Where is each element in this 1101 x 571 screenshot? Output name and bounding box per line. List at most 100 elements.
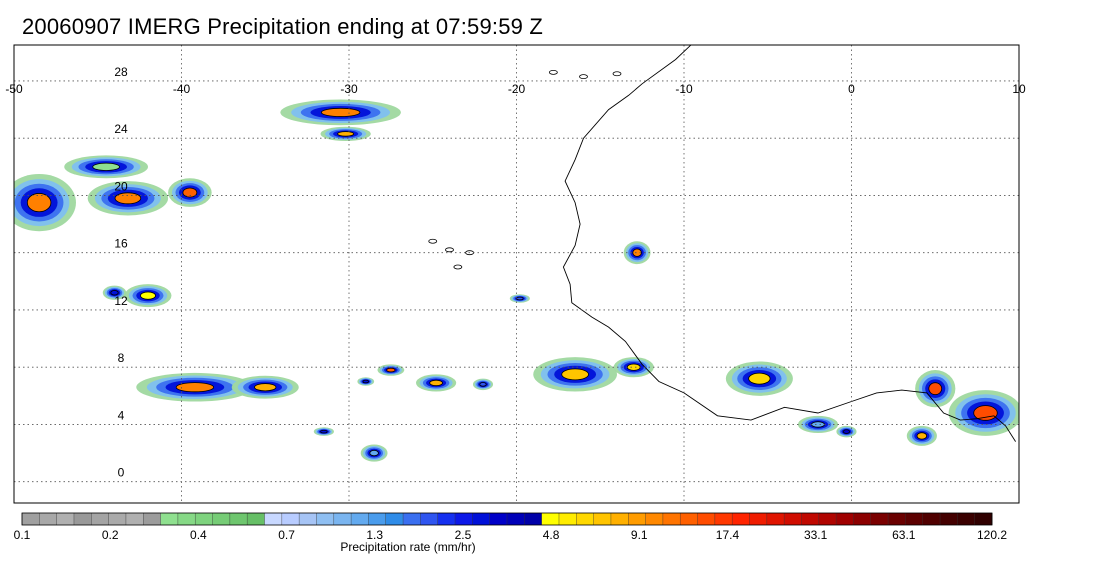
colorbar-swatch: [489, 513, 508, 525]
lat-tick-label: 0: [118, 466, 125, 480]
colorbar-swatch: [125, 513, 144, 525]
colorbar-swatch: [108, 513, 127, 525]
colorbar-swatch: [229, 513, 248, 525]
colorbar-swatch: [593, 513, 612, 525]
colorbar-tick-label: 4.8: [543, 528, 560, 542]
longitude-tick-labels: -50 -40 -30 -20 -10 0 10: [5, 82, 1026, 96]
colorbar-swatch: [299, 513, 317, 525]
colorbar-swatch: [576, 513, 594, 525]
colorbar-swatch: [870, 513, 889, 525]
colorbar-swatch: [195, 513, 213, 525]
colorbar-swatch: [680, 513, 698, 525]
colorbar-tick-label: 63.1: [892, 528, 916, 542]
precip-cell: [87, 181, 169, 216]
precip-cell: [623, 241, 651, 265]
colorbar-swatch: [957, 513, 975, 525]
colorbar-swatch: [143, 513, 161, 525]
colorbar-tick-label: 2.5: [455, 528, 472, 542]
colorbar-tick-label: 9.1: [631, 528, 648, 542]
colorbar-swatch: [732, 513, 750, 525]
colorbar-swatch: [610, 513, 629, 525]
colorbar-swatch: [645, 513, 664, 525]
colorbar-swatch: [697, 513, 716, 525]
precip-cell: [14, 173, 76, 232]
colorbar-tick-label: 0.2: [102, 528, 119, 542]
lat-tick-label: 24: [114, 122, 128, 136]
island-outline: [548, 69, 558, 75]
colorbar-swatch: [507, 513, 525, 525]
precip-cell: [836, 425, 857, 438]
colorbar-swatch: [940, 513, 958, 525]
lon-tick-label: -20: [508, 82, 526, 96]
lon-tick-label: -50: [5, 82, 23, 96]
colorbar-swatch: [524, 513, 542, 525]
colorbar-swatch: [784, 513, 802, 525]
precip-cell: [320, 126, 371, 142]
colorbar-swatch: [39, 513, 57, 525]
colorbar: 0.1 0.2 0.4 0.7 1.3 2.5 4.8 9.1 17.4 33.1 63.1 120.…: [14, 512, 1007, 554]
colorbar-swatch: [56, 513, 75, 525]
lon-tick-label: -30: [340, 82, 358, 96]
colorbar-swatch: [714, 513, 733, 525]
colorbar-swatch: [801, 513, 820, 525]
precip-cell: [948, 390, 1019, 436]
colorbar-tick-label: 120.2: [977, 528, 1007, 542]
precip-cell: [613, 357, 654, 378]
colorbar-swatch: [853, 513, 872, 525]
island-outline: [579, 74, 588, 80]
lat-tick-label: 16: [114, 237, 128, 251]
lat-lon-grid: [14, 45, 1019, 503]
lat-tick-label: 12: [114, 294, 128, 308]
colorbar-swatch: [922, 513, 941, 525]
colorbar-swatch: [558, 513, 577, 525]
colorbar-tick-label: 33.1: [804, 528, 828, 542]
colorbar-swatch: [818, 513, 837, 525]
lon-tick-label: 0: [848, 82, 855, 96]
precip-cell: [377, 364, 405, 376]
colorbar-tick-label: 1.3: [366, 528, 383, 542]
precip-cell: [313, 427, 334, 436]
colorbar-swatch: [766, 513, 785, 525]
page-title: 20060907 IMERG Precipitation ending at 0…: [22, 14, 544, 39]
africa-coastline: [562, 45, 1016, 442]
lat-tick-label: 4: [118, 408, 125, 422]
colorbar-swatch: [247, 513, 265, 525]
island-outline: [445, 247, 454, 253]
colorbar-tick-label: 0.4: [190, 528, 207, 542]
island-outline: [612, 71, 622, 77]
island-outline: [453, 264, 463, 270]
island-outline: [428, 238, 438, 244]
colorbar-swatch: [91, 513, 109, 525]
map-frame: [13, 44, 1020, 504]
lon-tick-label: 10: [1012, 82, 1026, 96]
colorbar-swatch: [628, 513, 646, 525]
precip-cell: [472, 378, 494, 391]
colorbar-swatch: [333, 513, 352, 525]
colorbar-swatch: [22, 513, 40, 525]
precip-cell: [915, 370, 956, 408]
lon-tick-label: -10: [675, 82, 693, 96]
colorbar-swatch: [73, 513, 92, 525]
colorbar-swatch: [437, 513, 456, 525]
precip-cell: [168, 178, 212, 207]
colorbar-swatch: [212, 513, 231, 525]
lat-tick-label: 20: [114, 179, 128, 193]
colorbar-swatch: [351, 513, 369, 525]
colorbar-swatch: [974, 513, 993, 525]
latitude-tick-labels: 0 4 8 12 16 20 24 28: [114, 65, 128, 480]
colorbar-swatch: [905, 513, 924, 525]
colorbar-frame: [21, 512, 993, 526]
lat-tick-label: 8: [118, 351, 125, 365]
precip-cell: [102, 285, 127, 300]
colorbar-swatch: [281, 513, 300, 525]
colorbar-swatch: [368, 513, 387, 525]
precip-cell: [357, 377, 375, 386]
colorbar-tick-label: 17.4: [716, 528, 740, 542]
precip-cell: [416, 374, 457, 392]
precip-cell: [906, 425, 937, 446]
precip-cell: [136, 372, 254, 402]
colorbar-swatch: [385, 513, 404, 525]
precip-cell: [725, 361, 793, 396]
precip-cell: [509, 294, 530, 303]
